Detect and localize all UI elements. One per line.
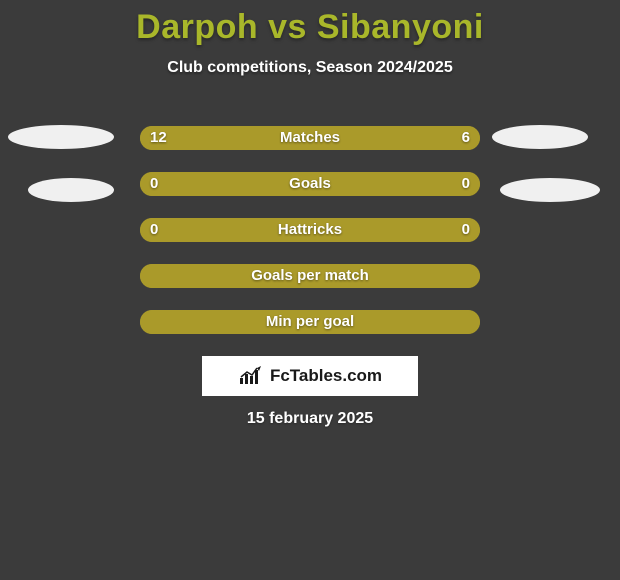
comparison-card: Darpoh vs Sibanyoni Club competitions, S… <box>0 0 620 580</box>
date-label: 15 february 2025 <box>0 410 620 428</box>
stat-bar: Min per goal <box>140 310 480 334</box>
stat-bar: 126Matches <box>140 126 480 150</box>
bar-label: Min per goal <box>140 310 480 334</box>
logo-text: FcTables.com <box>270 366 382 386</box>
player-photo-placeholder <box>500 178 600 202</box>
player-photo-placeholder <box>8 125 114 149</box>
bar-label: Hattricks <box>140 218 480 242</box>
fctables-logo[interactable]: FcTables.com <box>202 356 418 396</box>
bar-label: Goals <box>140 172 480 196</box>
bar-label: Goals per match <box>140 264 480 288</box>
stat-bar: 00Goals <box>140 172 480 196</box>
subtitle: Club competitions, Season 2024/2025 <box>0 59 620 77</box>
player-photo-placeholder <box>492 125 588 149</box>
bar-label: Matches <box>140 126 480 150</box>
stats-bars: 126Matches 00Goals 00Hattricks Goals per ma… <box>140 126 480 356</box>
bar-chart-icon <box>238 366 264 386</box>
page-title: Darpoh vs Sibanyoni <box>0 0 620 47</box>
player-photo-placeholder <box>28 178 114 202</box>
stat-bar: Goals per match <box>140 264 480 288</box>
stat-bar: 00Hattricks <box>140 218 480 242</box>
